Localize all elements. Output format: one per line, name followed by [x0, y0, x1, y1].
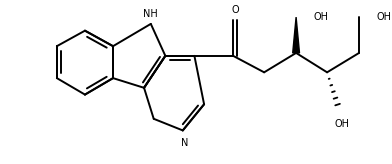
Text: OH: OH	[314, 12, 328, 22]
Text: O: O	[231, 5, 239, 15]
Text: OH: OH	[334, 119, 349, 129]
Text: OH: OH	[376, 12, 392, 22]
Text: NH: NH	[143, 9, 158, 19]
Polygon shape	[293, 17, 299, 53]
Text: N: N	[181, 138, 189, 148]
